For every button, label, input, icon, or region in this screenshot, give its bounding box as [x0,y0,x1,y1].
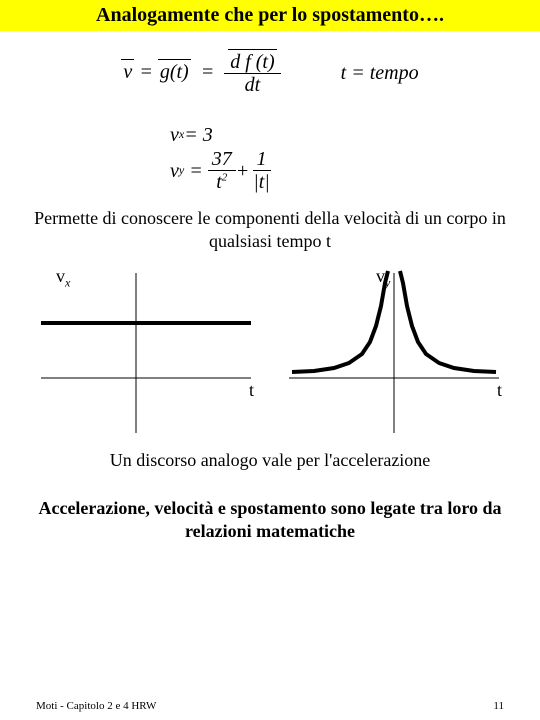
vx-val: = 3 [184,124,213,146]
vx-symbol: v [170,124,179,146]
vy-equals: = [184,160,208,182]
vy-plus: + [236,160,250,182]
velocity-equation: v = g(t) = d f (t) dt t = tempo [0,51,540,96]
eq-derivative: v = g(t) = d f (t) dt [121,51,280,96]
t-tempo: t = tempo [341,62,419,85]
chart-vy-svg [284,268,504,438]
df-dt-fraction: d f (t) dt [224,51,280,96]
vy-symbol: v [170,160,179,182]
chart-vy-xlabel: t [497,380,502,401]
chart-vx-ylabel: vx [56,266,70,291]
chart-vx: vx t [36,268,256,438]
vy-frac2: 1 |t| [249,148,274,193]
page-footer: Moti - Capitolo 2 e 4 HRW 11 [0,700,540,712]
permette-text: Permette di conoscere le componenti dell… [30,207,510,252]
vy-frac1-num: 37 [208,148,236,171]
df-den: dt [241,74,265,96]
eq-equals-2: = [196,61,225,83]
chart-vy-ylabel: vy [376,266,390,291]
chart-vx-svg [36,268,256,438]
accel-statement: Accelerazione, velocità e spostamento so… [20,497,520,542]
df-num: d f (t) [228,51,276,73]
vy-frac1: 37 t2 [208,148,236,193]
chart-vx-xlabel: t [249,380,254,401]
charts-row: vx t vy t [0,268,540,438]
footer-page-number: 11 [493,700,504,712]
v-bar: v [121,61,134,84]
component-equations: vx = 3 vy = 37 t2 + 1 |t| [170,124,540,193]
g-of-t-bar: g(t) [158,61,191,84]
discorso-text: Un discorso analogo vale per l'acceleraz… [0,450,540,471]
vy-row: vy = 37 t2 + 1 |t| [170,148,540,193]
vy-frac2-num: 1 [253,148,271,171]
eq-equals-1: = [139,61,158,83]
vy-frac1-den: t2 [212,171,231,193]
chart-vy: vy t [284,268,504,438]
page-title: Analogamente che per lo spostamento…. [0,0,540,31]
footer-left: Moti - Capitolo 2 e 4 HRW [36,700,156,712]
vx-row: vx = 3 [170,124,540,146]
vy-frac2-den: |t| [249,171,274,193]
